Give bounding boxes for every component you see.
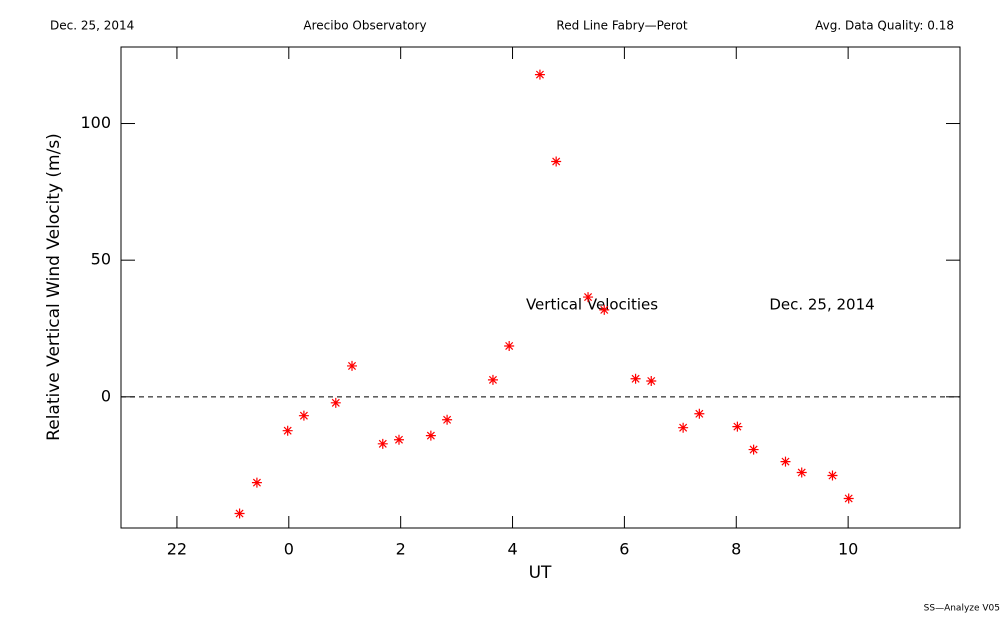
point [251, 477, 262, 488]
point [425, 430, 436, 441]
x-axis-label: UT [529, 563, 552, 583]
x-tick-label: 0 [284, 540, 294, 559]
x-tick-label: 4 [507, 540, 517, 559]
point [234, 508, 245, 519]
point [534, 69, 545, 80]
point [646, 375, 657, 386]
y-tick-label: 100 [80, 113, 111, 132]
point [843, 493, 854, 504]
point [796, 467, 807, 478]
point [330, 397, 341, 408]
point [748, 444, 759, 455]
plot-frame [120, 46, 961, 529]
point [347, 360, 358, 371]
point [298, 410, 309, 421]
x-tick-label: 2 [396, 540, 406, 559]
y-tick-label: 0 [101, 386, 111, 405]
point [282, 425, 293, 436]
footer: SS—Analyze V05 [924, 604, 1000, 614]
point [583, 292, 594, 303]
x-tick-label: 10 [838, 540, 858, 559]
header-site: Arecibo Observatory [303, 19, 426, 33]
x-tick-label: 22 [167, 540, 187, 559]
x-tick-label: 6 [619, 540, 629, 559]
header-date: Dec. 25, 2014 [50, 19, 134, 33]
point [487, 374, 498, 385]
point [827, 470, 838, 481]
point [630, 373, 641, 384]
y-tick-label: 50 [91, 250, 111, 269]
point [732, 421, 743, 432]
header-instrument: Red Line Fabry—Perot [556, 19, 687, 33]
x-tick-label: 8 [731, 540, 741, 559]
point [599, 304, 610, 315]
point [694, 408, 705, 419]
point [780, 456, 791, 467]
annotation: Dec. 25, 2014 [769, 296, 874, 314]
point [377, 438, 388, 449]
point [504, 340, 515, 351]
header-quality: Avg. Data Quality: 0.18 [815, 19, 954, 33]
point [551, 156, 562, 167]
point [393, 434, 404, 445]
point [678, 422, 689, 433]
annotation: Vertical Velocities [526, 296, 658, 314]
point [442, 414, 453, 425]
y-axis-label: Relative Vertical Wind Velocity (m/s) [44, 133, 64, 441]
